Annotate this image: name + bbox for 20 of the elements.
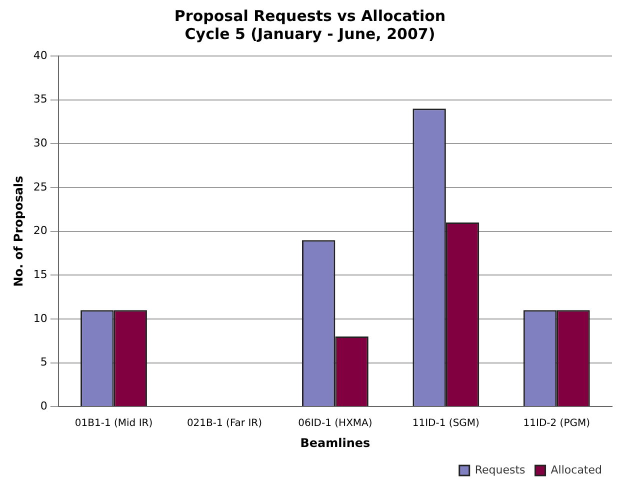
- y-tick-label: 40: [33, 48, 48, 62]
- x-tick-label: 11ID-1 (SGM): [412, 418, 480, 430]
- x-tick-label: 11ID-2 (PGM): [523, 418, 590, 430]
- y-tick-label: 5: [40, 356, 48, 369]
- y-tick-label: 10: [33, 312, 48, 325]
- y-tick-label: 15: [33, 268, 48, 281]
- legend-label: Allocated: [550, 463, 602, 476]
- legend-label: Requests: [474, 463, 526, 476]
- x-tick-label: 06ID-1 (HXMA): [298, 418, 372, 430]
- y-tick-label: 30: [33, 136, 48, 150]
- x-tick-label: 021B-1 (Far IR): [186, 418, 262, 430]
- chart-subtitle: Cycle 5 (January - June, 2007): [184, 24, 436, 43]
- chart-title: Proposal Requests vs Allocation: [174, 6, 446, 25]
- y-tick-label: 0: [40, 399, 48, 412]
- y-axis-title: No. of Proposals: [11, 176, 26, 287]
- x-axis-title: Beamlines: [300, 436, 370, 450]
- x-tick-label: 01B1-1 (Mid IR): [74, 418, 153, 430]
- y-tick-label: 35: [33, 92, 48, 106]
- y-tick-label: 20: [33, 224, 48, 238]
- y-tick-label: 25: [33, 180, 48, 194]
